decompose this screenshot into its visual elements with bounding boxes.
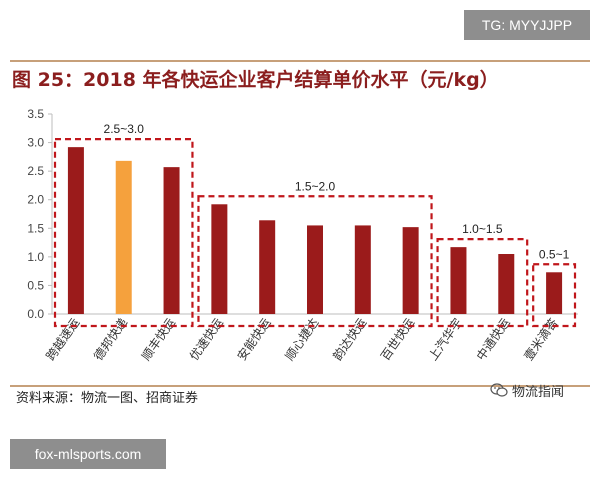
- bar: [67, 147, 84, 314]
- source-divider: [10, 385, 590, 387]
- watermark-top: TG: MYYJJPP: [464, 10, 590, 40]
- bar: [115, 160, 132, 314]
- wechat-icon: [490, 383, 508, 397]
- bar: [354, 225, 371, 314]
- y-tick-label: 2.5: [27, 164, 44, 178]
- brand-mark: 物流指闻: [490, 379, 564, 401]
- bar: [259, 220, 276, 314]
- group-box: [436, 238, 529, 328]
- bar: [546, 272, 563, 314]
- x-tick-label: 德邦快递: [90, 315, 130, 363]
- x-tick-label: 顺丰快运: [139, 316, 178, 363]
- group-label: 1.5~2.0: [295, 179, 336, 193]
- x-tick-label: 安能快运: [234, 315, 274, 363]
- x-tick-label: 百世快运: [378, 316, 417, 363]
- watermark-bottom: fox-mlsports.com: [10, 439, 166, 469]
- title-divider: [10, 60, 590, 62]
- bar: [163, 167, 180, 314]
- x-tick-label: 上汽华宇: [425, 315, 465, 363]
- figure-title: 图 25：2018 年各快运企业客户结算单价水平（元/kg）: [12, 69, 499, 91]
- bar-chart: 0.0 0.5 1.0 1.5 2.0 2.5 3.0 3.5 跨越速运 德邦快递 顺丰快运 优速快运…: [0, 96, 600, 386]
- group-box: [53, 138, 194, 328]
- bar: [498, 254, 515, 314]
- y-tick-label: 2.0: [27, 193, 44, 207]
- group-box: [197, 195, 433, 328]
- y-tick-label: 3.0: [27, 136, 44, 150]
- bar: [307, 225, 323, 314]
- x-tick-label: 跨越速运: [43, 316, 82, 363]
- group-box: [532, 263, 577, 328]
- x-tick-label: 中通快运: [473, 315, 513, 363]
- x-tick-label: 韵达快运: [329, 315, 369, 363]
- group-label: 2.5~3.0: [104, 122, 145, 136]
- x-tick-label: 顺心捷达: [282, 316, 321, 363]
- group-label: 0.5~1: [539, 247, 570, 261]
- source-note: 资料来源：物流一图、招商证券: [16, 391, 199, 406]
- y-tick-label: 1.5: [27, 221, 44, 235]
- bar: [211, 204, 228, 314]
- bar: [402, 227, 419, 314]
- brand-name: 物流指闻: [512, 384, 565, 400]
- y-tick-label: 1.0: [27, 250, 44, 264]
- y-tick-label: 0.0: [27, 307, 44, 321]
- group-label: 1.0~1.5: [462, 222, 503, 236]
- bar: [450, 247, 467, 314]
- y-tick-label: 0.5: [27, 278, 44, 292]
- y-tick-label: 3.5: [27, 107, 44, 121]
